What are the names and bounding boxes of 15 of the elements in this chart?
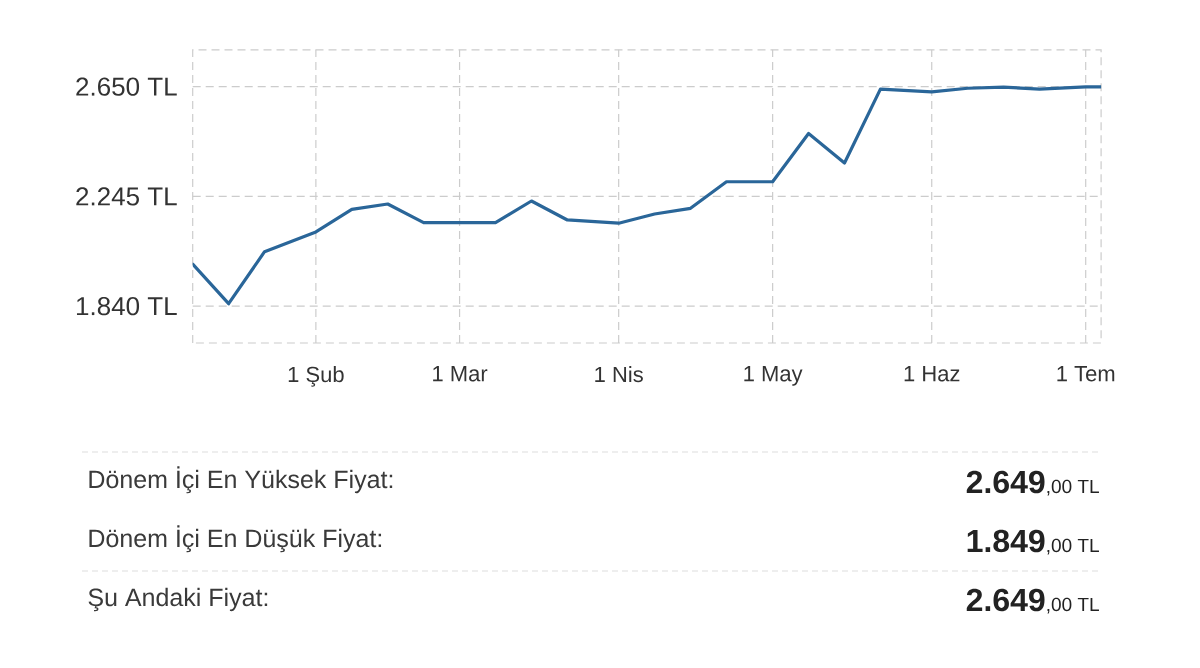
y-tick-label: 2.650 TL xyxy=(76,77,177,96)
text: 2.649,00 TL xyxy=(966,588,1099,614)
text: 1.849,00 TL xyxy=(967,529,1099,555)
x-tick-label: 1 Mar xyxy=(433,366,488,382)
text: 2.649,00 TL xyxy=(966,470,1099,496)
x-tick-label: 1 May xyxy=(744,366,803,386)
text: Şu Andaki Fiyat: xyxy=(88,587,268,612)
x-tick-label: 1 Haz xyxy=(904,366,960,382)
x-tick-label: 1 Şub xyxy=(288,366,344,387)
x-tick-label: 1 Nis xyxy=(595,366,643,383)
y-tick-label: 1.840 TL xyxy=(76,296,177,316)
text: Dönem İçi En Düşük Fiyat: xyxy=(89,525,382,553)
text: Dönem İçi En Yüksek Fiyat: xyxy=(89,466,393,494)
x-tick-label: 1 Tem xyxy=(1057,366,1115,382)
y-tick-label: 2.245 TL xyxy=(76,187,177,206)
